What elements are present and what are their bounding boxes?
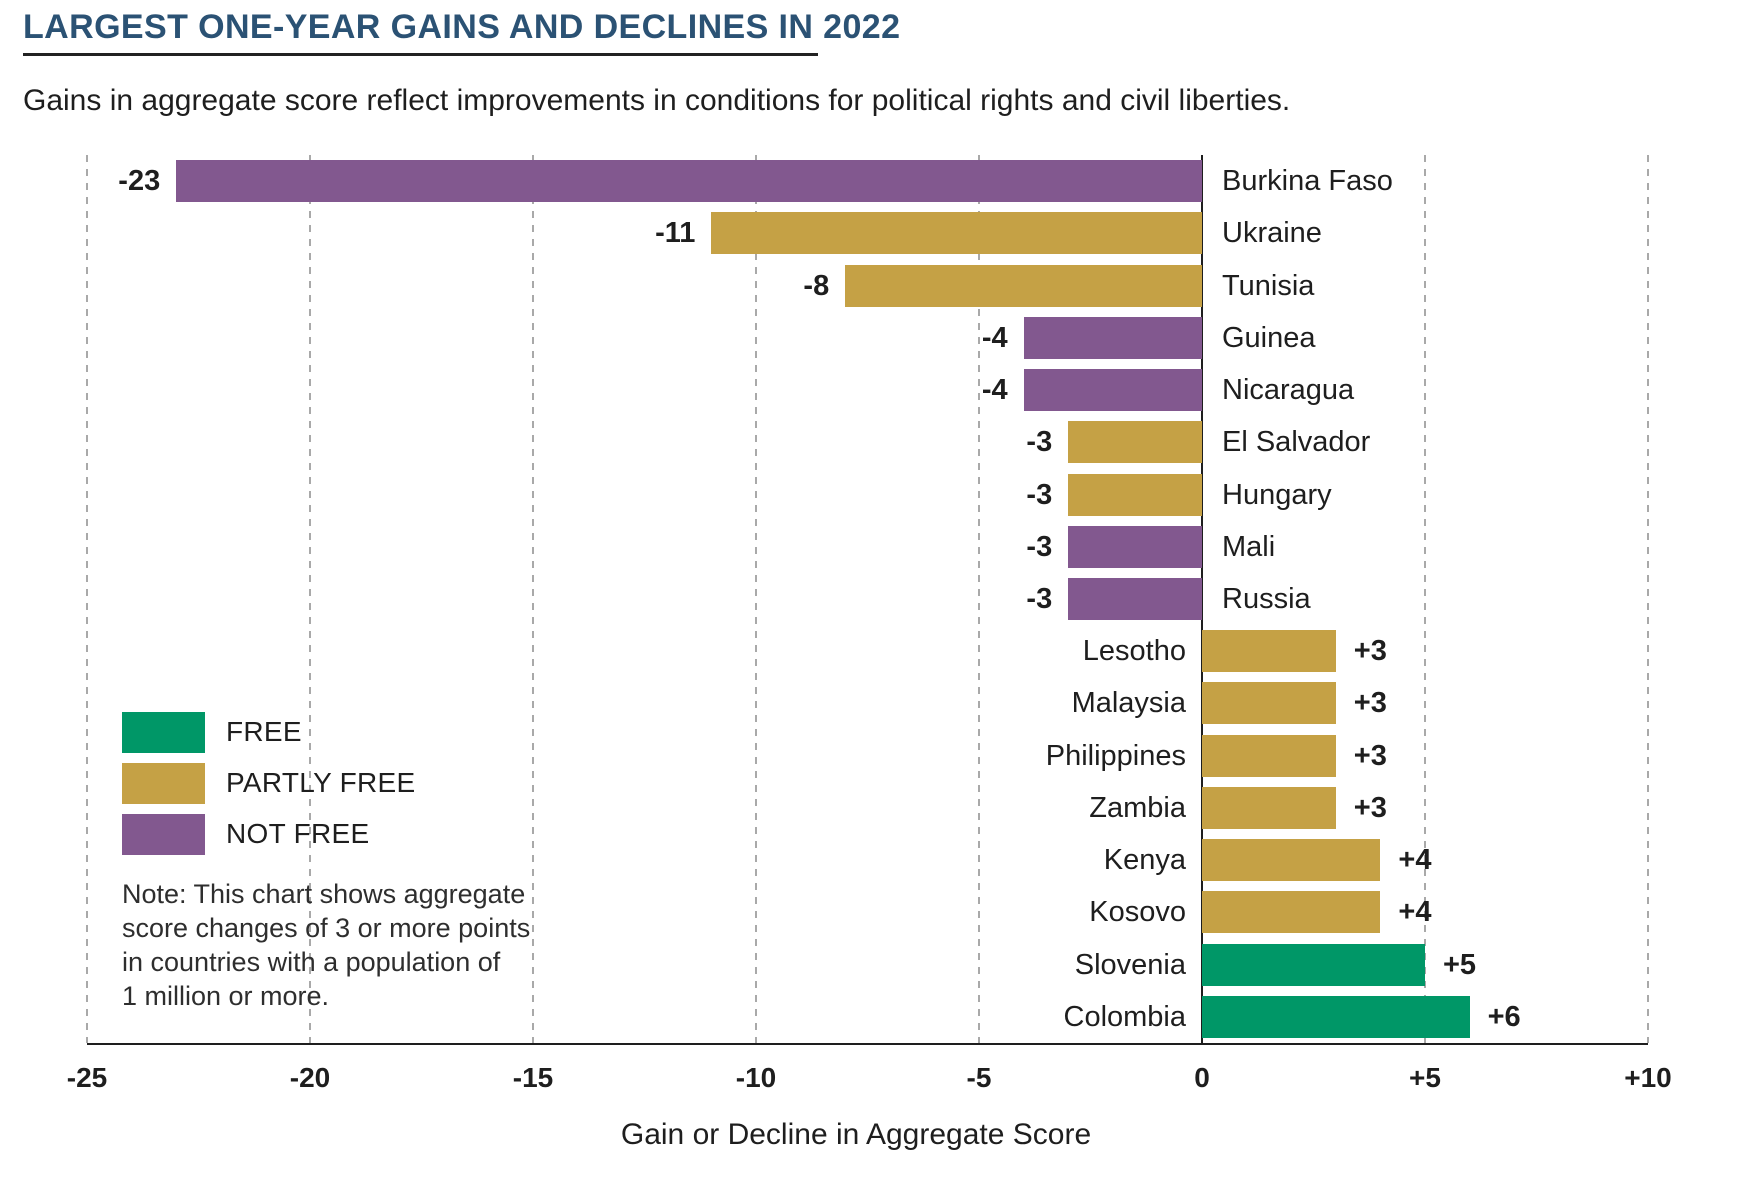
x-tick-label: 0 [1194,1062,1210,1093]
gridline [755,155,757,1043]
value-label-kosovo: +4 [1398,896,1432,929]
legend-item-not-free: NOT FREE [122,814,542,855]
partly-free-color-swatch [122,763,205,804]
title-divider [23,53,818,56]
gridline [309,155,311,1043]
value-label-slovenia: +5 [1443,948,1477,981]
bar-burkina-faso [176,160,1202,203]
legend-item-free: FREE [122,712,542,753]
country-label-lesotho: Lesotho [1082,635,1186,668]
bar-philippines [1202,734,1336,777]
value-label-zambia: +3 [1353,791,1387,824]
note-line: Note: This chart shows aggregate [122,879,526,909]
legend: FREE PARTLY FREE NOT FREE Note: This cha… [122,712,542,1013]
country-label-malaysia: Malaysia [1071,687,1186,720]
note-line: 1 million or more. [122,981,330,1011]
not-free-color-swatch [122,814,205,855]
gridline [1424,155,1426,1043]
value-label-burkina-faso: -23 [118,165,161,198]
value-label-philippines: +3 [1353,739,1387,772]
country-label-tunisia: Tunisia [1222,269,1315,302]
country-label-colombia: Colombia [1063,1000,1187,1033]
x-tick-label: +10 [1624,1062,1672,1093]
bar-zambia [1202,786,1336,829]
value-label-nicaragua: -4 [981,374,1008,407]
country-label-guinea: Guinea [1222,321,1316,354]
bar-kosovo [1202,891,1381,934]
country-label-el-salvador: El Salvador [1222,426,1371,459]
value-label-colombia: +6 [1487,1000,1521,1033]
x-tick-label: -10 [735,1062,777,1093]
country-label-zambia: Zambia [1089,791,1186,824]
bar-mali [1068,525,1202,568]
country-label-burkina-faso: Burkina Faso [1222,165,1393,198]
x-tick-label: -25 [66,1062,108,1093]
value-label-hungary: -3 [1026,478,1053,511]
bar-colombia [1202,995,1470,1038]
note-line: score changes of 3 or more points [122,913,531,943]
bar-malaysia [1202,682,1336,725]
value-label-lesotho: +3 [1353,635,1387,668]
note-line: in countries with a population of [122,947,501,977]
bar-nicaragua [1023,369,1202,412]
x-tick-label: -20 [289,1062,331,1093]
x-tick-label: +5 [1409,1062,1441,1093]
country-label-nicaragua: Nicaragua [1222,374,1355,407]
value-label-mali: -3 [1026,530,1053,563]
bar-hungary [1068,473,1202,516]
value-label-kenya: +4 [1398,844,1432,877]
free-color-swatch [122,712,205,753]
country-label-ukraine: Ukraine [1222,217,1322,250]
bar-ukraine [711,212,1202,255]
x-tick-label: -5 [966,1062,992,1093]
value-label-russia: -3 [1026,583,1053,615]
country-label-mali: Mali [1222,530,1276,563]
legend-item-partly-free: PARTLY FREE [122,763,542,804]
legend-label: PARTLY FREE [226,767,416,798]
zero-axis-line [1201,155,1203,1043]
bar-kenya [1202,839,1381,882]
x-axis-line [87,1043,1648,1045]
bar-guinea [1023,316,1202,359]
value-label-tunisia: -8 [803,269,830,302]
bar-el-salvador [1068,421,1202,464]
country-label-hungary: Hungary [1222,478,1332,511]
value-label-el-salvador: -3 [1026,426,1053,459]
gridline [86,155,88,1043]
gridline [978,155,980,1043]
bar-lesotho [1202,630,1336,673]
legend-label: FREE [226,716,302,747]
value-label-guinea: -4 [981,321,1008,354]
legend-label: NOT FREE [226,818,370,849]
chart-subtitle: Gains in aggregate score reflect improve… [23,84,1291,117]
x-tick-label: -15 [512,1062,554,1093]
bar-slovenia [1202,943,1425,986]
page-title: LARGEST ONE-YEAR GAINS AND DECLINES IN 2… [23,8,901,46]
gridline [532,155,534,1043]
country-label-kenya: Kenya [1103,844,1186,877]
country-label-kosovo: Kosovo [1089,896,1186,929]
country-label-russia: Russia [1222,583,1311,615]
x-axis-title: Gain or Decline in Aggregate Score [620,1118,1092,1151]
country-label-philippines: Philippines [1045,739,1186,772]
chart-note: Note: This chart shows aggregate score c… [122,877,542,1013]
value-label-malaysia: +3 [1353,687,1387,720]
country-label-slovenia: Slovenia [1074,948,1186,981]
gridline [1647,155,1649,1043]
bar-russia [1068,578,1202,620]
value-label-ukraine: -11 [655,217,696,250]
bar-tunisia [845,264,1202,307]
